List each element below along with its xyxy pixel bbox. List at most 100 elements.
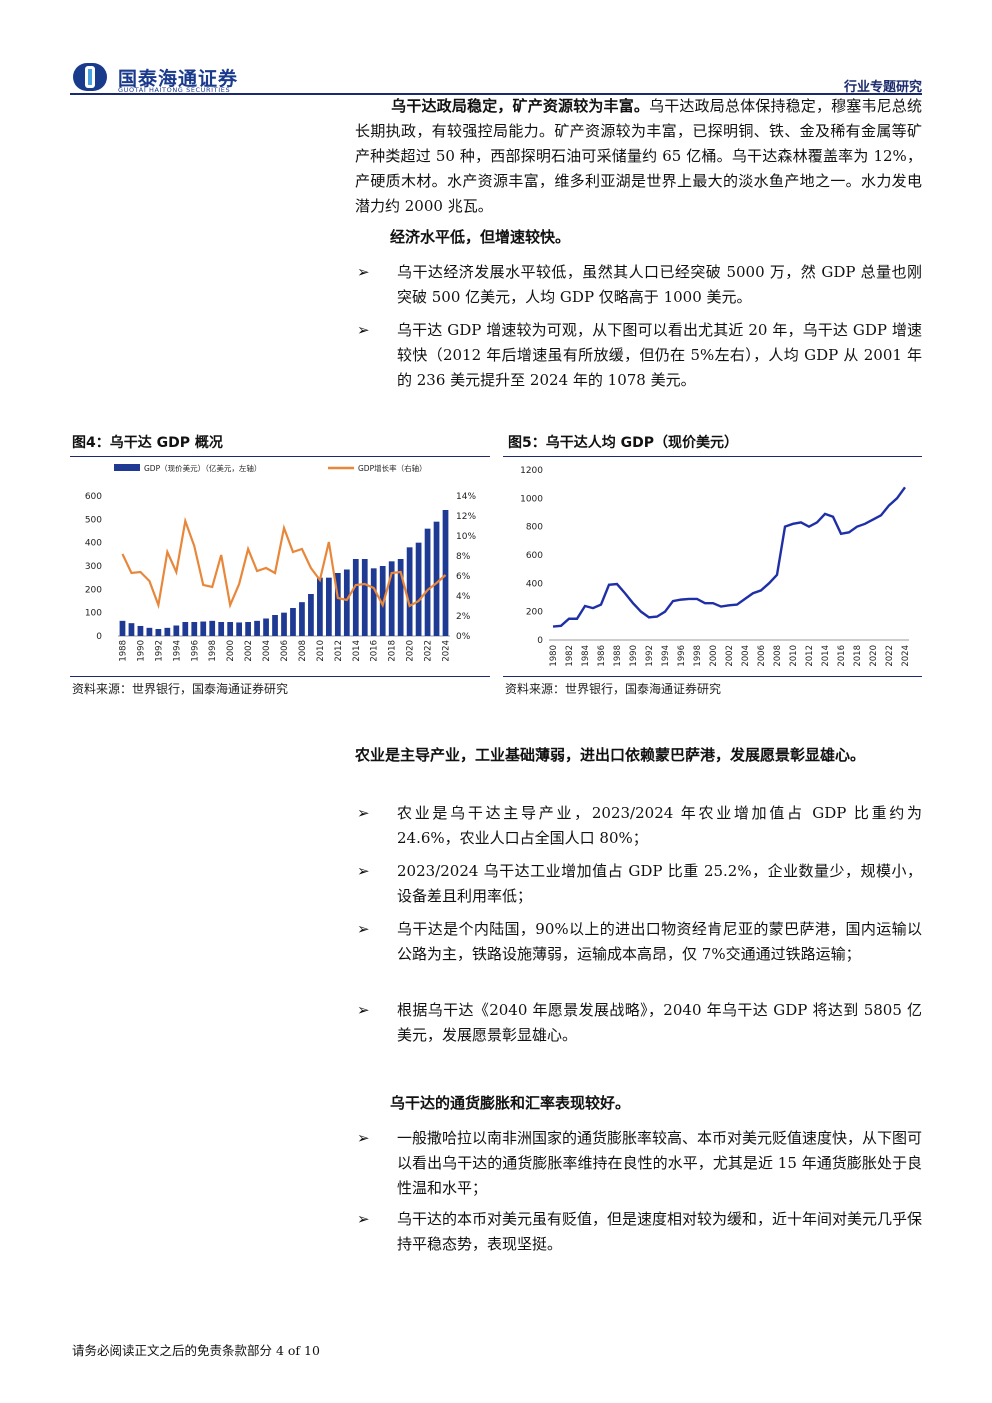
- arrow-bullet-icon: ➢: [357, 321, 370, 339]
- gdp-bar: [281, 612, 287, 636]
- figure-5-title: 图5：乌干达人均 GDP（现价美元）: [508, 435, 738, 451]
- gdp-bar: [361, 559, 368, 636]
- industry-heading: 农业是主导产业，工业基础薄弱，进出口依赖蒙巴萨港，发展愿景彰显雄心。: [355, 746, 866, 764]
- arrow-bullet-icon: ➢: [357, 1001, 370, 1019]
- x-tick-label: 2014: [821, 645, 831, 667]
- y-right-tick-label: 8%: [456, 552, 471, 562]
- gdp-bar: [191, 622, 198, 636]
- y-left-tick-label: 400: [85, 539, 102, 549]
- gdp-bar: [218, 622, 225, 636]
- bullet-text: 乌干达的本币对美元虽有贬值，但是速度相对较为缓和，近十年间对美元几乎保持平稳态势…: [397, 1210, 923, 1253]
- y-tick-label: 600: [526, 551, 543, 561]
- legend-growth-label: GDP增长率（右轴）: [358, 463, 427, 473]
- x-tick-label: 2002: [725, 645, 735, 667]
- politics-lead: 乌干达政局稳定，矿产资源较为丰富。: [391, 97, 650, 115]
- arrow-bullet-icon: ➢: [357, 804, 370, 822]
- gdp-bar: [227, 622, 234, 636]
- x-tick-label: 2010: [789, 645, 799, 667]
- brand-logo-icon: [73, 63, 107, 91]
- gdp-overview-chart: GDP（现价美元）（亿美元，左轴） GDP增长率（右轴） 0 100 200 300 400…: [85, 463, 477, 662]
- gdp-bar: [334, 573, 341, 636]
- brand-name-en: GUOTAI HAITONG SECURITIES: [118, 86, 231, 94]
- gdp-bar: [424, 528, 431, 636]
- politics-body: 乌干达政局总体保持稳定，穆塞韦尼总统长期执政，有较强控局能力。矿产资源较为丰富，…: [355, 97, 922, 215]
- y-tick-label: 0: [537, 636, 543, 646]
- x-tick-label: 1980: [549, 645, 559, 667]
- bullet-text: 乌干达 GDP 增速较为可观，从下图可以看出尤其近 20 年，乌干达 GDP 增…: [397, 321, 922, 389]
- y-right-tick-label: 2%: [456, 612, 471, 622]
- x-tick-label: 1982: [565, 645, 575, 667]
- figure-5-source: 资料来源：世界银行，国泰海通证券研究: [505, 682, 722, 696]
- x-tick-label: 1988: [118, 640, 128, 662]
- x-tick-label: 2024: [901, 645, 911, 667]
- arrow-bullet-icon: ➢: [357, 1210, 370, 1228]
- bullet-text: 一般撒哈拉以南非洲国家的通货膨胀率较高、本币对美元贬值速度快，从下图可以看出乌干…: [397, 1129, 923, 1197]
- gdp-bar: [245, 622, 251, 636]
- y-tick-label: 1000: [520, 494, 543, 504]
- bullet-text: 根据乌干达《2040 年愿景发展战略》，2040 年乌干达 GDP 将达到 58…: [397, 1001, 922, 1044]
- bullet-text: 农业是乌干达主导产业，2023/2024 年农业增加值占 GDP 比重约为 24…: [397, 804, 922, 847]
- x-tick-label: 2022: [885, 645, 895, 667]
- bullet-text: 乌干达经济发展水平较低，虽然其人口已经突破 5000 万，然 GDP 总量也刚突…: [397, 263, 922, 306]
- x-tick-label: 1994: [172, 640, 182, 662]
- gdp-bar: [433, 521, 440, 636]
- x-tick-label: 1998: [693, 645, 703, 667]
- y-left-tick-label: 100: [85, 609, 102, 619]
- y-tick-label: 800: [526, 523, 543, 533]
- x-tick-label: 2004: [741, 645, 751, 667]
- gdp-bar: [173, 625, 180, 636]
- list-item: ➢ 乌干达 GDP 增速较为可观，从下图可以看出尤其近 20 年，乌干达 GDP…: [355, 318, 922, 393]
- politics-paragraph: 乌干达政局稳定，矿产资源较为丰富。乌干达政局总体保持稳定，穆塞韦尼总统长期执政，…: [355, 94, 922, 219]
- figure-4-title: 图4：乌干达 GDP 概况: [72, 435, 223, 451]
- y-left-tick-label: 200: [85, 585, 102, 595]
- x-tick-label: 2020: [869, 645, 879, 667]
- gdp-bar: [263, 618, 269, 636]
- x-tick-label: 2018: [388, 640, 398, 662]
- arrow-bullet-icon: ➢: [357, 862, 370, 880]
- gdp-per-capita-line: [552, 486, 906, 628]
- y-left-tick-label: 600: [85, 492, 102, 502]
- y-left-tick-label: 300: [85, 562, 102, 572]
- list-item: ➢ 2023/2024 乌干达工业增加值占 GDP 比重 25.2%，企业数量少…: [355, 859, 922, 909]
- figure-4-rule: [70, 456, 490, 457]
- y-left-tick-label: 0: [96, 632, 102, 642]
- x-tick-label: 2012: [334, 640, 344, 662]
- list-item: ➢ 一般撒哈拉以南非洲国家的通货膨胀率较高、本币对美元贬值速度快，从下图可以看出…: [355, 1126, 922, 1201]
- bullet-text: 2023/2024 乌干达工业增加值占 GDP 比重 25.2%，企业数量少，规…: [397, 862, 922, 905]
- gdp-bar: [146, 627, 153, 636]
- x-tick-label: 2010: [316, 640, 326, 662]
- gdp-bar: [343, 569, 350, 636]
- gdp-bar: [299, 602, 305, 636]
- x-tick-label: 2024: [442, 640, 452, 662]
- gdp-bar: [272, 615, 278, 636]
- header-divider: [70, 93, 922, 95]
- gdp-bar: [164, 627, 171, 636]
- x-tick-label: 2008: [298, 640, 308, 662]
- x-tick-label: 1990: [136, 640, 146, 662]
- x-tick-label: 2008: [773, 645, 783, 667]
- brand-name: 国泰海通证券: [118, 68, 239, 90]
- y-right-tick-label: 6%: [456, 572, 471, 582]
- gdp-bar: [236, 622, 243, 636]
- gdp-bar: [209, 620, 216, 636]
- x-tick-label: 2004: [262, 640, 272, 662]
- x-tick-label: 1992: [645, 645, 655, 667]
- y-right-tick-label: 12%: [456, 512, 476, 522]
- gdp-bar: [317, 577, 323, 636]
- gdp-bar: [200, 621, 207, 636]
- x-tick-label: 1986: [597, 645, 607, 667]
- gdp-per-capita-chart: 0 200 400 600 800 1000 1200 1980 1982 1984 1986 198…: [520, 466, 911, 667]
- gdp-bar: [119, 620, 126, 636]
- gdp-bar: [290, 608, 296, 636]
- gdp-bar: [308, 594, 314, 636]
- economy-heading: 经济水平低，但增速较快。: [390, 228, 571, 246]
- legend-gdp-swatch: [114, 464, 140, 471]
- list-item: ➢ 乌干达的本币对美元虽有贬值，但是速度相对较为缓和，近十年间对美元几乎保持平稳…: [355, 1207, 922, 1257]
- x-tick-label: 2016: [837, 645, 847, 667]
- report-section-label: 行业专题研究: [843, 80, 922, 95]
- x-tick-label: 2012: [805, 645, 815, 667]
- figure-4-source: 资料来源：世界银行，国泰海通证券研究: [72, 682, 289, 696]
- list-item: ➢ 根据乌干达《2040 年愿景发展战略》，2040 年乌干达 GDP 将达到 …: [355, 998, 922, 1048]
- figure-4-bottom-rule: [70, 676, 490, 677]
- y-tick-label: 400: [526, 579, 543, 589]
